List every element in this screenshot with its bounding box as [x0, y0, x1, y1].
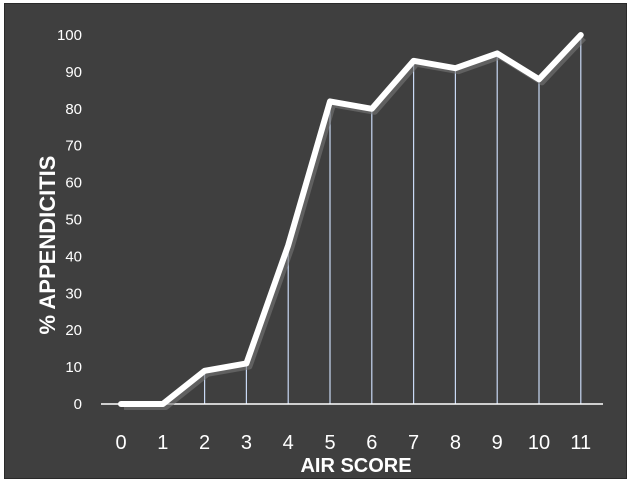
drop-lines-group: [204, 35, 582, 404]
series-line-shadow: [124, 35, 586, 410]
x-tick-label: 4: [283, 432, 294, 454]
x-tick-label: 8: [450, 432, 461, 454]
y-tick-label: 30: [65, 285, 82, 302]
y-tick-label: 0: [74, 396, 82, 413]
chart-area: [4, 3, 627, 479]
y-tick-label: 20: [65, 322, 82, 339]
x-tick-label: 3: [241, 432, 252, 454]
y-tick-label: 70: [65, 138, 82, 155]
x-tick-label: 10: [528, 432, 550, 454]
y-tick-label: 40: [65, 248, 82, 265]
x-axis-tick-labels: 0 1 2 3 4 5 6 7 8 9 10 11: [115, 432, 591, 454]
x-axis-title: AIR SCORE: [300, 455, 411, 477]
y-tick-label: 80: [65, 101, 82, 118]
x-tick-label: 7: [408, 432, 419, 454]
x-tick-label: 5: [324, 432, 335, 454]
x-tick-label: 1: [157, 432, 168, 454]
x-tick-label: 9: [492, 432, 503, 454]
y-axis-tick-labels: 0 10 20 30 40 50 60 70 80 90 100: [57, 27, 82, 413]
x-tick-label: 0: [115, 432, 126, 454]
x-tick-label: 11: [570, 432, 591, 454]
series-line: [118, 32, 584, 407]
y-tick-label: 50: [65, 212, 82, 229]
y-tick-label: 100: [57, 27, 82, 44]
y-tick-label: 90: [65, 64, 82, 81]
x-tick-label: 6: [366, 432, 377, 454]
y-axis-title: % APPENDICITIS: [35, 156, 60, 335]
y-tick-label: 60: [65, 175, 82, 192]
y-tick-label: 10: [65, 359, 82, 376]
x-tick-label: 2: [199, 432, 210, 454]
